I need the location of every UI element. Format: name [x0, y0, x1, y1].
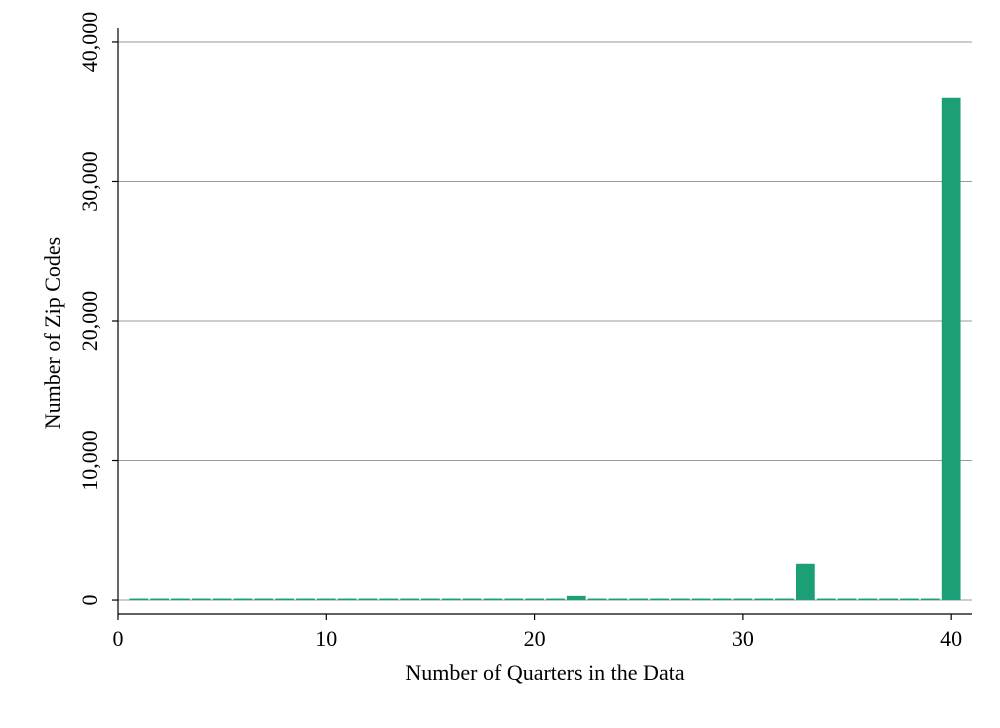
- x-tick-label-1: 10: [315, 626, 337, 651]
- bar-20: [525, 598, 544, 601]
- bar-18: [483, 598, 503, 601]
- x-tick-label-2: 20: [524, 626, 546, 651]
- bar-23: [587, 598, 607, 601]
- y-axis-title: Number of Zip Codes: [40, 237, 65, 429]
- bar-35: [837, 598, 857, 601]
- bar-15: [421, 598, 440, 601]
- bar-17: [462, 598, 482, 601]
- bar-39: [920, 598, 940, 601]
- y-axis-ticks: 0 10,000 20,000 30,000 40,000: [77, 12, 118, 606]
- x-axis-ticks: 0 10 20 30 40: [113, 614, 962, 651]
- bar-30: [733, 598, 753, 601]
- bar-37: [879, 598, 899, 601]
- bar-16: [441, 598, 461, 601]
- bar-32: [775, 598, 794, 601]
- bar-34: [816, 598, 836, 601]
- bar-8: [275, 598, 295, 601]
- x-axis-title: Number of Quarters in the Data: [405, 660, 684, 685]
- bar-36: [858, 598, 878, 601]
- y-tick-label-3: 30,000: [77, 151, 102, 212]
- bar-7: [254, 598, 274, 601]
- bar-25: [629, 598, 649, 601]
- bar-13: [379, 598, 399, 601]
- bar-14: [400, 598, 419, 601]
- bar-22: [566, 595, 586, 601]
- bar-33: [795, 563, 815, 601]
- y-tick-label-0: 0: [77, 595, 102, 606]
- bars-layer: [129, 97, 961, 601]
- bar-28: [691, 598, 711, 601]
- bar-5: [212, 598, 232, 601]
- x-tick-label-3: 30: [732, 626, 754, 651]
- bar-10: [316, 598, 336, 601]
- bar-2: [150, 598, 170, 601]
- bar-26: [650, 598, 669, 601]
- x-tick-label-4: 40: [940, 626, 962, 651]
- bar-3: [171, 598, 190, 601]
- y-tick-label-2: 20,000: [77, 291, 102, 352]
- bar-9: [296, 598, 315, 601]
- bar-31: [754, 598, 774, 601]
- bar-21: [546, 598, 565, 601]
- bar-4: [191, 598, 211, 601]
- bar-24: [608, 598, 628, 601]
- bar-38: [900, 598, 919, 601]
- bar-27: [671, 598, 690, 601]
- bar-29: [712, 598, 732, 601]
- bar-1: [129, 598, 149, 601]
- bar-12: [358, 598, 378, 601]
- bar-19: [504, 598, 524, 601]
- y-tick-label-1: 10,000: [77, 430, 102, 491]
- bar-11: [337, 598, 357, 601]
- bar-40: [941, 97, 961, 601]
- x-tick-label-0: 0: [113, 626, 124, 651]
- bar-6: [233, 598, 253, 601]
- grid-layer: [118, 41, 972, 601]
- y-tick-label-4: 40,000: [77, 12, 102, 72]
